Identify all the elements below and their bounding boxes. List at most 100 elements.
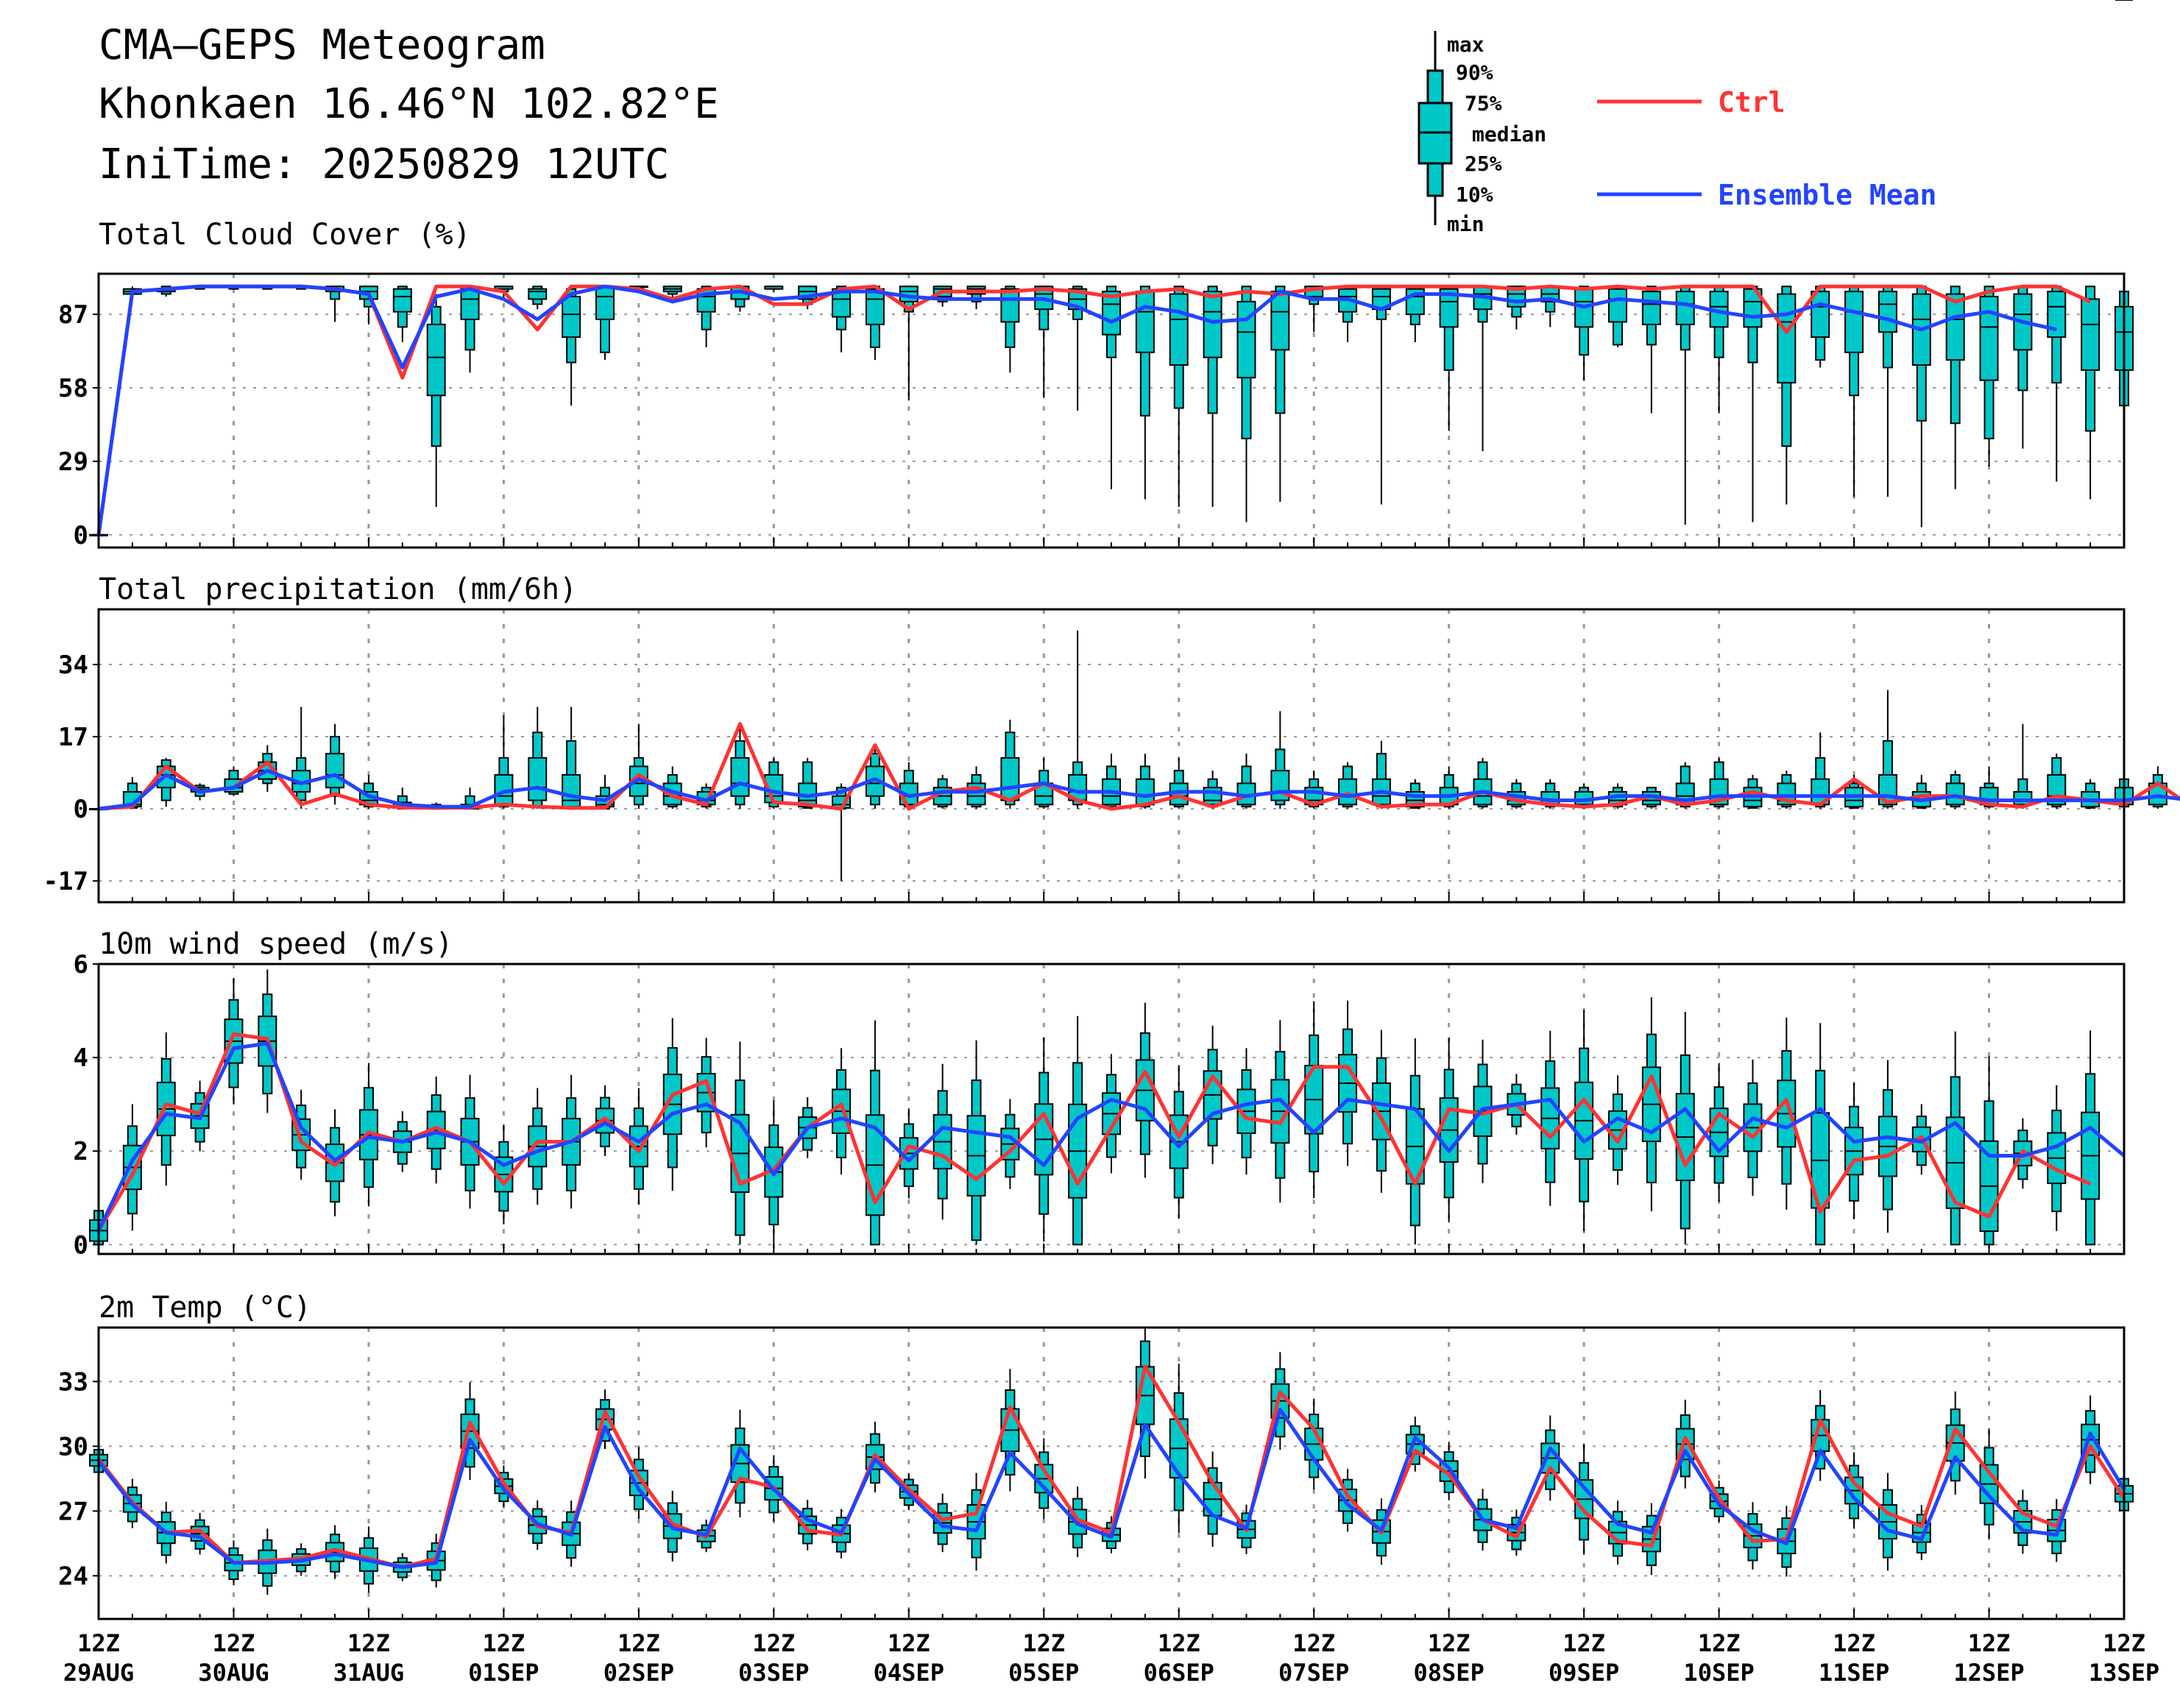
x-tick-hour: 12Z bbox=[347, 1629, 390, 1657]
box-whisker bbox=[1034, 286, 1054, 398]
ensemble-mean-series-line bbox=[98, 768, 2180, 811]
box-whisker bbox=[1608, 286, 1627, 347]
box-whisker bbox=[392, 286, 412, 342]
box-whisker bbox=[1439, 286, 1459, 431]
box-25-75 bbox=[1675, 291, 1695, 325]
box-whisker bbox=[832, 1048, 852, 1175]
box-25-75 bbox=[2081, 298, 2101, 371]
line-legend: Ctrl Ensemble Mean bbox=[1597, 86, 1936, 211]
box-whisker bbox=[1878, 690, 1897, 809]
box-whisker bbox=[832, 286, 852, 352]
legend-p75-label: 75% bbox=[1465, 91, 1502, 116]
box-whisker bbox=[1675, 1011, 1695, 1245]
box-whisker bbox=[1574, 1010, 1594, 1232]
box-25-75 bbox=[460, 288, 480, 320]
box-whisker bbox=[1743, 1502, 1763, 1570]
x-tick-hour: 12Z bbox=[888, 1629, 930, 1657]
y-tick-label: 0 bbox=[74, 1230, 88, 1260]
ensemble-mean-series-line bbox=[96, 284, 2057, 536]
box-whisker bbox=[1675, 1400, 1695, 1489]
box-whisker bbox=[865, 745, 885, 809]
box-whisker bbox=[1911, 774, 1931, 809]
box-whisker bbox=[1675, 286, 1695, 525]
y-tick-label: 17 bbox=[58, 723, 88, 752]
box-25-75 bbox=[562, 773, 581, 808]
box-whisker bbox=[1574, 286, 1594, 380]
y-tick-label: 4 bbox=[74, 1043, 88, 1073]
box-whisker bbox=[798, 757, 818, 809]
box-whisker bbox=[122, 1104, 142, 1231]
box-25-75 bbox=[2013, 791, 2033, 806]
legend-max-label: max bbox=[1447, 32, 1484, 57]
y-tick-label: 34 bbox=[58, 651, 88, 680]
box-whisker bbox=[562, 706, 581, 810]
y-tick-label: 30 bbox=[58, 1432, 88, 1461]
box-whisker bbox=[1844, 286, 1864, 497]
box-whisker bbox=[156, 1032, 176, 1186]
box-whisker bbox=[325, 723, 345, 805]
box-whisker bbox=[1641, 286, 1661, 414]
box-whisker bbox=[1574, 1443, 1594, 1555]
box-25-75 bbox=[1641, 291, 1661, 325]
box-whisker bbox=[1777, 286, 1797, 505]
box-25-75 bbox=[1811, 291, 1830, 339]
box-25-75 bbox=[1270, 291, 1290, 351]
box-whisker bbox=[1979, 1428, 1999, 1540]
box-whisker bbox=[528, 1088, 548, 1205]
box-whisker bbox=[1270, 1020, 1290, 1203]
box-whisker bbox=[730, 1041, 750, 1245]
box-whisker bbox=[932, 1063, 952, 1220]
box-whisker bbox=[1304, 286, 1324, 333]
box-whisker bbox=[662, 286, 682, 300]
x-tick-hour: 12Z bbox=[1968, 1629, 2011, 1657]
x-tick-date: 30AUG bbox=[198, 1659, 269, 1687]
box-whisker bbox=[1911, 286, 1931, 528]
x-tick-hour: 12Z bbox=[213, 1629, 255, 1657]
box-whisker bbox=[1641, 997, 1661, 1212]
box-25-75 bbox=[325, 753, 345, 789]
box-whisker bbox=[1169, 757, 1189, 809]
x-tick-hour: 12Z bbox=[1158, 1629, 1200, 1657]
box-whisker bbox=[2081, 286, 2101, 500]
box-whisker bbox=[2081, 1030, 2101, 1246]
box-whisker bbox=[1777, 770, 1797, 809]
legend-median-label: median bbox=[1472, 122, 1546, 146]
box-25-75 bbox=[392, 288, 412, 313]
box-25-75 bbox=[1135, 291, 1155, 353]
box-25-75 bbox=[1945, 293, 1965, 361]
box-whisker bbox=[1169, 1364, 1189, 1534]
x-tick-hour: 12Z bbox=[1698, 1629, 1741, 1657]
box-whisker bbox=[2081, 1395, 2101, 1484]
box-whisker bbox=[1338, 762, 1358, 809]
box-whisker bbox=[1473, 286, 1493, 452]
box-whisker bbox=[1169, 286, 1189, 507]
legend-p25-label: 25% bbox=[1465, 152, 1502, 176]
x-tick-date: 11SEP bbox=[1819, 1659, 1889, 1687]
box-whisker bbox=[1405, 1038, 1425, 1245]
box-whisker bbox=[1945, 286, 1965, 489]
box-whisker bbox=[224, 977, 244, 1105]
legend-mean-label: Ensemble Mean bbox=[1718, 179, 1936, 211]
box-whisker bbox=[1270, 286, 1290, 502]
box-25-75 bbox=[528, 756, 548, 801]
box-whisker bbox=[932, 1493, 952, 1553]
x-tick-date: 13SEP bbox=[2089, 1659, 2159, 1687]
box-whisker bbox=[1236, 754, 1256, 809]
box-25-75 bbox=[865, 288, 885, 325]
y-tick-label: 27 bbox=[58, 1497, 88, 1526]
x-tick-date: 05SEP bbox=[1008, 1659, 1079, 1687]
box-whisker bbox=[562, 286, 581, 406]
legend-p10-label: 10% bbox=[1456, 183, 1493, 207]
box-whisker bbox=[1709, 1063, 1729, 1202]
x-tick-date: 09SEP bbox=[1549, 1659, 1619, 1687]
panel-title: 10m wind speed (m/s) bbox=[99, 927, 453, 961]
box-25-75 bbox=[1102, 291, 1121, 336]
ensemble-mean-series-line bbox=[97, 1408, 2126, 1570]
x-tick-date: 08SEP bbox=[1414, 1659, 1484, 1687]
y-tick-label: 87 bbox=[58, 300, 88, 330]
box-25-75 bbox=[595, 286, 615, 321]
box-whisker bbox=[1945, 1031, 1965, 1246]
legend-p90-label: 90% bbox=[1456, 60, 1493, 85]
box-whisker bbox=[1135, 1002, 1155, 1178]
box-25-75 bbox=[1338, 778, 1358, 806]
